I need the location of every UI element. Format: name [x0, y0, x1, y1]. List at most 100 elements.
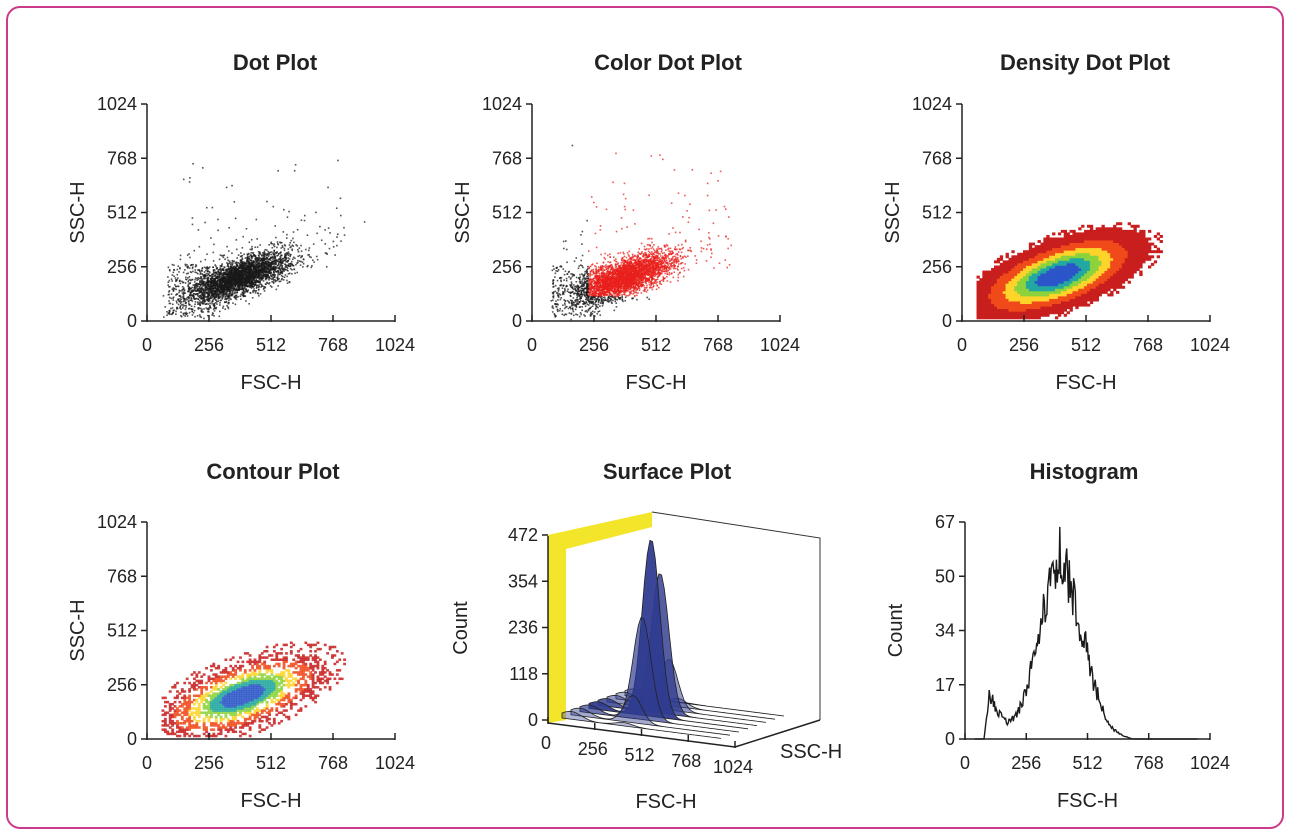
event-dot [196, 277, 198, 280]
event-dot [210, 276, 213, 279]
event-dot [276, 246, 278, 249]
event-dot [208, 281, 210, 284]
event-dot [231, 266, 234, 269]
event-dot [222, 256, 225, 259]
event-dot [327, 227, 330, 229]
event-dot [232, 262, 234, 264]
event-dot [552, 265, 555, 268]
event-dot [315, 255, 318, 258]
event-dot [557, 290, 560, 292]
event-dot [191, 310, 194, 313]
event-dot [188, 286, 190, 288]
event-dot [259, 260, 261, 263]
event-dot [687, 268, 690, 271]
event-dot [256, 270, 258, 272]
event-dot [225, 272, 227, 275]
event-dot [252, 289, 254, 292]
event-dot [249, 270, 252, 273]
event-dot [271, 246, 274, 249]
event-dot [219, 265, 222, 267]
event-dot [262, 255, 265, 257]
event-dot [615, 305, 618, 308]
event-dot [181, 292, 184, 294]
event-dot [266, 260, 269, 263]
event-dot [174, 277, 177, 279]
event-dot [222, 278, 225, 280]
event-dot [170, 307, 172, 310]
event-dot [227, 301, 230, 304]
event-dot [258, 273, 260, 275]
event-dot [651, 241, 653, 244]
event-dot [236, 275, 238, 278]
event-dot [193, 281, 196, 283]
event-dot [297, 255, 299, 258]
event-dot [239, 286, 242, 289]
event-dot [311, 264, 313, 267]
event-dot [215, 283, 217, 286]
event-dot [252, 255, 255, 257]
event-dot [277, 272, 280, 274]
event-dot [271, 242, 274, 245]
event-dot [250, 238, 253, 241]
event-dot [218, 315, 221, 318]
event-dot [227, 259, 229, 262]
event-dot [240, 252, 242, 254]
event-dot [191, 314, 194, 316]
event-dot [200, 279, 202, 282]
event-dot [631, 259, 634, 261]
event-dot [228, 290, 231, 292]
event-dot [275, 266, 277, 268]
event-dot [236, 257, 238, 259]
event-dot [272, 205, 275, 208]
event-dot [193, 305, 196, 308]
event-dot [204, 221, 206, 224]
event-dot [226, 304, 228, 307]
event-dot [252, 273, 254, 275]
event-dot [332, 246, 335, 248]
event-dot [288, 210, 290, 213]
event-dot [254, 262, 257, 265]
event-dot [277, 285, 280, 287]
event-dot [205, 206, 208, 209]
event-dot [308, 255, 311, 258]
event-dot [166, 314, 168, 317]
event-dot [661, 249, 663, 251]
event-dot [201, 287, 204, 290]
event-dot [192, 294, 195, 297]
event-dot [273, 259, 276, 262]
event-dot [230, 266, 232, 268]
event-dot [283, 243, 286, 246]
event-dot [201, 279, 204, 281]
event-dot [198, 245, 201, 248]
event-dot [230, 298, 232, 301]
event-dot [196, 279, 198, 282]
event-dot [176, 302, 178, 304]
event-dot [580, 259, 583, 262]
event-dot [187, 300, 190, 303]
event-dot [235, 287, 238, 289]
event-dot [258, 259, 260, 261]
event-dot [293, 268, 296, 271]
event-dot [226, 286, 229, 288]
event-dot [172, 299, 175, 301]
event-dot [265, 261, 267, 264]
event-dot [267, 274, 270, 277]
event-dot [219, 254, 222, 256]
event-dot [597, 270, 600, 273]
event-dot [219, 273, 222, 276]
x-tick-label: 768 [318, 335, 348, 355]
event-dot [336, 236, 338, 238]
event-dot [687, 255, 689, 258]
event-dot [281, 246, 284, 248]
event-dot [203, 280, 206, 283]
event-dot [192, 270, 194, 273]
event-dot [256, 263, 258, 266]
event-dot [185, 304, 187, 307]
event-dot [270, 263, 272, 266]
event-dot [192, 162, 194, 165]
event-dot [172, 297, 174, 299]
event-dot [180, 311, 182, 314]
event-dot [325, 265, 328, 268]
event-dot [231, 252, 233, 255]
event-dot [188, 276, 191, 278]
